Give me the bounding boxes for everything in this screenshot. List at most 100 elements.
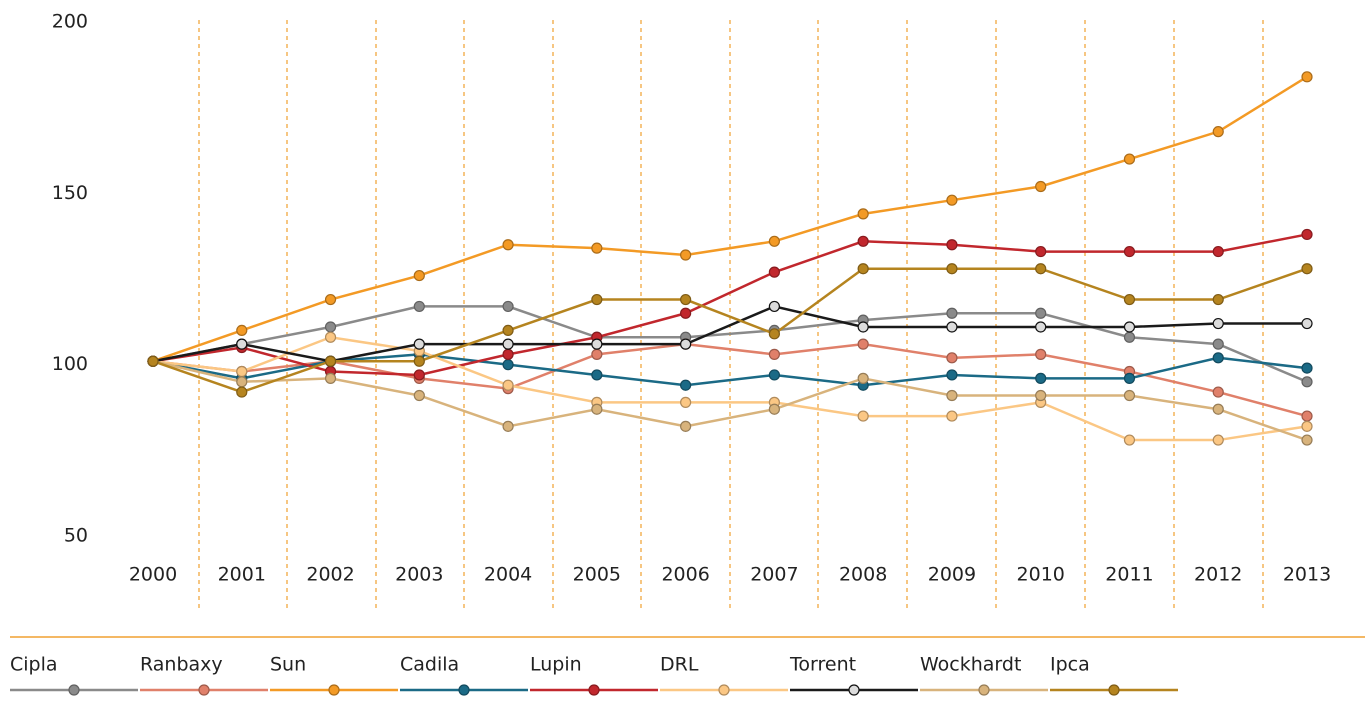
x-tick-label: 2000 [129,564,177,586]
point [1301,71,1313,83]
point [680,293,692,306]
series: Wockhardt [147,355,1313,696]
point [413,355,425,367]
x-tick-label: 2009 [928,564,976,586]
point [768,235,780,247]
x-tick-label: 2010 [1017,564,1065,586]
point [502,338,514,350]
point [1035,180,1047,193]
point [324,331,337,343]
point [591,293,603,306]
point [680,379,692,391]
series: Ipca [147,263,1313,696]
point [1123,331,1136,343]
series: DRL [147,331,1313,696]
legend-marker [1108,684,1120,696]
point [1035,348,1047,360]
point [413,369,425,381]
point [857,208,869,220]
x-tick-label: 2003 [395,564,443,586]
point [768,300,780,313]
legend-label: Cipla [10,654,58,676]
point [591,403,603,415]
point [768,369,780,381]
point [1123,321,1136,333]
x-tick-label: 2002 [306,564,354,586]
legend-marker [718,684,730,696]
point [413,269,425,282]
point [946,263,958,275]
point [1212,403,1224,415]
point [857,263,869,275]
series-line [152,305,1308,383]
y-tick-label: 200 [52,11,88,33]
point [1212,386,1224,398]
series-line [152,267,1308,394]
legend-marker [848,684,860,696]
point [502,379,514,391]
point [768,328,780,340]
point [946,352,958,364]
y-tick-label: 100 [52,353,88,375]
legend-label: Ipca [1050,654,1090,676]
point [324,321,337,333]
point [768,403,780,415]
point [768,348,780,360]
point [502,420,514,432]
point [1123,245,1136,258]
point [946,321,958,333]
point [946,369,958,381]
point [236,376,248,388]
point [1212,293,1224,306]
point [680,307,692,319]
point [857,338,869,350]
point [857,235,869,247]
legend-label: Ranbaxy [140,654,223,676]
legend-label: Cadila [400,654,459,676]
x-tick-label: 2012 [1194,564,1242,586]
x-tick-label: 2004 [484,564,532,586]
point [236,386,248,398]
point [1301,263,1313,275]
point [1212,245,1224,258]
legend-label: Lupin [530,654,582,676]
point [1035,263,1047,275]
point [1301,420,1313,432]
x-tick-label: 2013 [1283,564,1331,586]
legend-marker [588,684,600,696]
point [1123,293,1136,306]
legend-marker [978,684,990,696]
point [1301,228,1313,241]
point [502,324,514,336]
series: Torrent [147,300,1313,696]
point [946,389,958,402]
point [324,372,337,384]
point [324,293,337,306]
legend-label: Wockhardt [920,654,1021,676]
series-line [152,233,1308,377]
point [324,355,337,367]
point [946,194,958,206]
point [147,355,159,367]
x-tick-label: 2007 [750,564,798,586]
y-tick-label: 150 [52,182,88,204]
x-tick-label: 2011 [1105,564,1153,586]
point [236,365,248,378]
point [1035,307,1047,319]
series-line [152,75,1308,363]
x-tick-label: 2005 [573,564,621,586]
point [1123,153,1136,165]
point [591,369,603,381]
legend-marker [328,684,340,696]
point [857,372,869,384]
y-tick-label: 50 [64,525,88,547]
point [236,338,248,350]
point [857,321,869,333]
point [1301,410,1313,422]
point [680,420,692,432]
point [946,410,958,422]
point [1301,376,1313,388]
point [946,239,958,251]
point [857,410,869,422]
legend-label: DRL [660,654,699,676]
